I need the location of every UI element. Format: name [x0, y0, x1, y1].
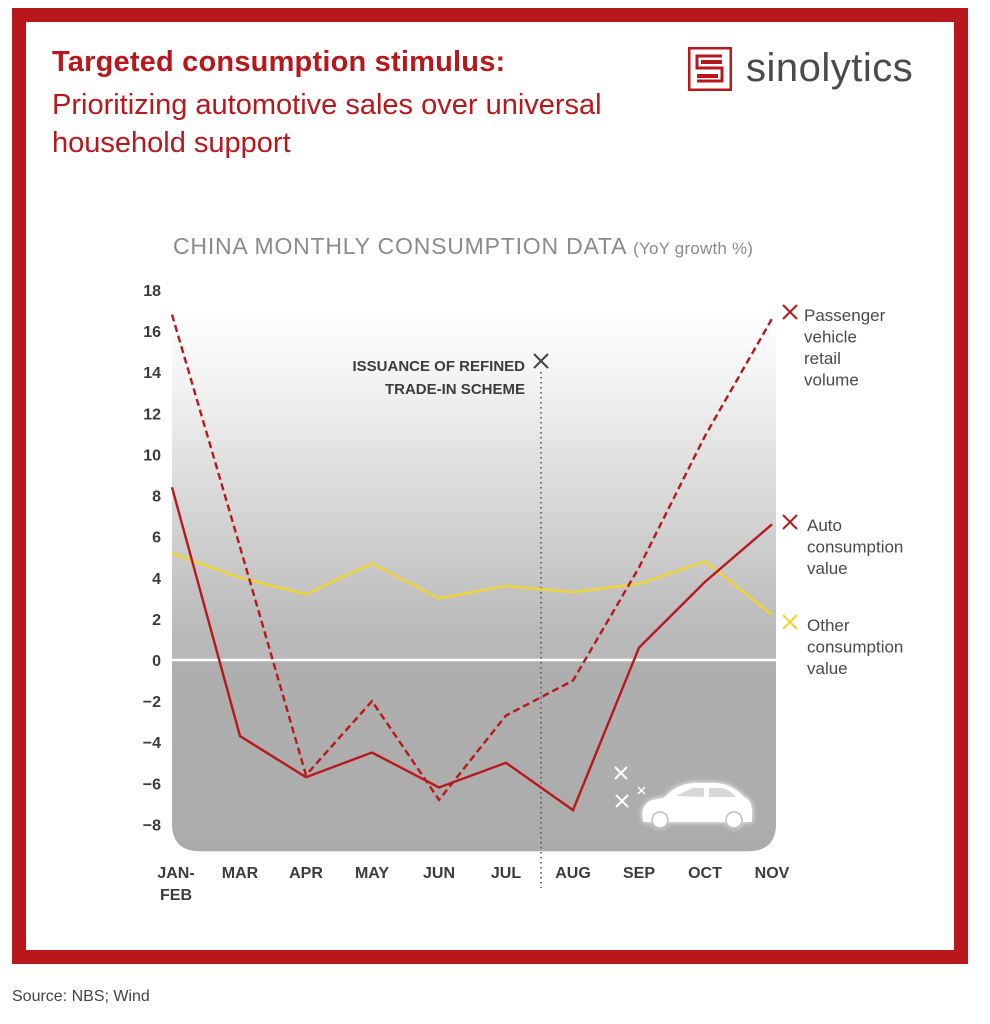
x-tick-label: NOV: [755, 865, 790, 882]
legend-label: vehicle: [804, 328, 857, 347]
y-tick-label: −4: [143, 735, 161, 752]
x-tick-label: MAR: [222, 865, 259, 882]
x-tick-label: FEB: [160, 887, 192, 904]
sinolytics-logo-icon: [688, 46, 732, 91]
legend-label: Auto: [807, 516, 842, 535]
legend-x-marker-icon: [782, 614, 798, 630]
series-line-passenger-vehicle-retail-volume: [170, 314, 774, 802]
legend: Passenger vehicle retail volume Auto consumpt…: [782, 304, 903, 678]
series-line-other-consumption-value: [171, 551, 773, 616]
y-tick-label: 16: [143, 324, 161, 341]
x-tick-label: JAN-: [157, 865, 194, 882]
chart-subtitle: (YoY growth %): [633, 239, 754, 258]
y-axis: −8 −6 −4 −2 0 2 4 6 8 10 12 14 16 18: [143, 283, 161, 835]
legend-x-marker-icon: [782, 514, 798, 530]
car-icon: [642, 783, 752, 829]
x-tick-label: JUN: [423, 865, 455, 882]
y-tick-label: 6: [152, 530, 161, 547]
x-tick-label: JUL: [491, 865, 521, 882]
chart-title: CHINA MONTHLY CONSUMPTION DATA (YoY grow…: [173, 233, 753, 260]
legend-label: consumption: [807, 538, 903, 557]
annotation-trade-in-scheme: ISSUANCE OF REFINED TRADE-IN SCHEME: [352, 353, 549, 888]
legend-label: volume: [804, 371, 859, 390]
sparkle-icons: [614, 766, 646, 808]
annotation-x-marker-icon: [533, 353, 549, 369]
series-line-auto-consumption-value: [170, 486, 773, 812]
x-axis: JAN- FEB MAR APR MAY JUN JUL AUG SEP OCT NOV: [157, 865, 789, 904]
subheadline: Prioritizing automotive sales over unive…: [52, 89, 602, 159]
annotation-line-2: TRADE-IN SCHEME: [385, 381, 525, 398]
source-note: Source: NBS; Wind: [12, 988, 150, 1005]
y-tick-label: −6: [143, 776, 161, 793]
legend-x-marker-icon: [782, 304, 798, 320]
legend-label: Passenger: [804, 306, 886, 325]
legend-label: value: [807, 659, 848, 678]
y-tick-label: 4: [152, 571, 161, 588]
y-tick-label: 10: [143, 447, 161, 464]
y-tick-label: 2: [152, 612, 161, 629]
y-tick-label: 12: [143, 406, 161, 423]
chart-title-text: CHINA MONTHLY CONSUMPTION DATA: [173, 233, 626, 259]
y-tick-label: 0: [152, 653, 161, 670]
legend-label: retail: [804, 349, 841, 368]
legend-label: value: [807, 559, 848, 578]
y-tick-label: 14: [143, 365, 161, 382]
y-tick-label: −2: [143, 694, 161, 711]
y-tick-label: −8: [143, 817, 161, 834]
annotation-line-1: ISSUANCE OF REFINED: [352, 358, 525, 375]
brand-logo: sinolytics: [688, 46, 913, 91]
headline: Targeted consumption stimulus:: [52, 46, 506, 78]
y-tick-label: 18: [143, 283, 161, 300]
series-lines: [170, 314, 774, 812]
x-tick-label: MAY: [355, 865, 389, 882]
legend-label: Other: [807, 616, 850, 635]
brand-name: sinolytics: [746, 46, 914, 90]
legend-label: consumption: [807, 638, 903, 657]
y-tick-label: 8: [152, 489, 161, 506]
x-tick-label: AUG: [555, 865, 591, 882]
x-tick-label: SEP: [623, 865, 655, 882]
x-tick-label: OCT: [688, 865, 722, 882]
x-tick-label: APR: [289, 865, 323, 882]
